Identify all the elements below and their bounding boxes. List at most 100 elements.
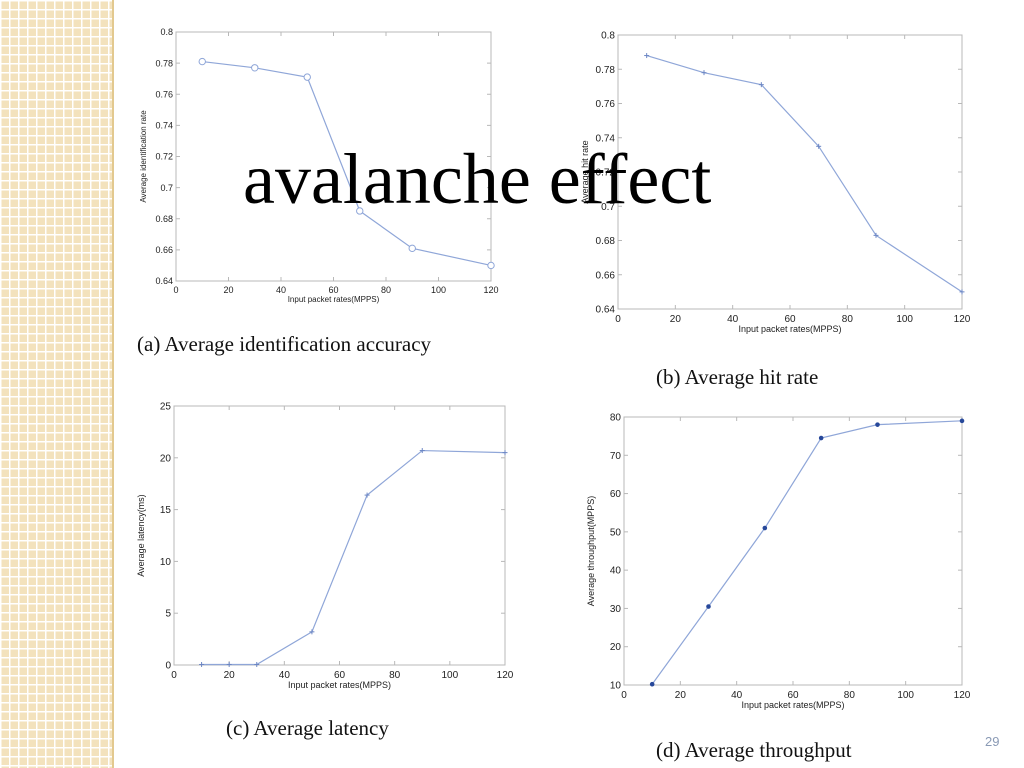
y-tick-label: 50 <box>610 527 622 538</box>
chart-identification-accuracy: 0 20 40 60 80 100 120 0.64 0.66 0.68 0.7 0.72 0.74 0.… <box>139 27 499 304</box>
x-tick-label: 40 <box>731 690 743 701</box>
x-tick-label: 100 <box>897 690 914 701</box>
y-tick-label: 0.66 <box>155 245 173 255</box>
y-axis-label: Average identification rate <box>139 110 148 203</box>
chart-hit-rate: 0 20 40 60 80 100 120 0.64 0.66 0.68 0.7 0.72 0.74 0.… <box>580 31 971 335</box>
data-point <box>644 53 650 59</box>
x-tick-label: 60 <box>787 690 799 701</box>
y-tick-label: 0.7 <box>160 183 173 193</box>
series-line <box>202 60 492 267</box>
caption-hit-rate: (b) Average hit rate <box>656 365 819 389</box>
y-tick-label: 0.8 <box>160 27 173 37</box>
data-point <box>487 261 495 270</box>
data-point <box>758 82 764 88</box>
y-tick-label: 10 <box>160 557 172 568</box>
data-point <box>251 64 259 72</box>
y-tick-label: 0.66 <box>596 270 616 281</box>
y-tick-label: 0.78 <box>596 65 616 76</box>
data-point <box>309 629 315 635</box>
y-tick-label: 0.76 <box>155 89 173 99</box>
x-tick-label: 40 <box>276 285 286 295</box>
data-point <box>408 244 416 253</box>
y-tick-label: 15 <box>160 505 172 516</box>
data-point <box>226 661 232 667</box>
x-tick-label: 120 <box>954 314 971 325</box>
x-tick-label: 60 <box>784 314 796 325</box>
y-tick-label: 0.7 <box>601 202 615 213</box>
y-tick-label: 5 <box>165 609 171 620</box>
x-tick-label: 0 <box>171 670 177 681</box>
y-tick-label: 20 <box>610 642 622 653</box>
side-strip-border <box>112 0 114 768</box>
y-tick-label: 20 <box>160 453 172 464</box>
data-point <box>303 73 311 81</box>
data-point <box>818 435 824 441</box>
x-tick-label: 20 <box>223 285 233 295</box>
data-point <box>198 57 206 66</box>
y-tick-label: 0.78 <box>155 58 173 68</box>
chart-latency: 0 20 40 60 80 100 120 0 5 10 15 20 25 Input packet ra… <box>136 402 514 691</box>
y-tick-label: 0.68 <box>596 236 616 247</box>
series-line <box>651 420 963 685</box>
data-point <box>701 70 707 76</box>
y-tick-label: 30 <box>610 604 622 615</box>
x-tick-label: 20 <box>675 690 687 701</box>
y-tick-label: 0.72 <box>155 152 173 162</box>
x-tick-label: 120 <box>954 690 971 701</box>
data-point <box>356 207 364 215</box>
caption-throughput: (d) Average throughput <box>656 738 852 762</box>
y-tick-label: 0.64 <box>155 276 173 286</box>
data-point <box>816 143 822 149</box>
x-tick-label: 120 <box>483 285 498 295</box>
x-tick-label: 20 <box>224 670 236 681</box>
data-point <box>762 525 768 531</box>
data-point <box>419 448 425 454</box>
x-tick-label: 100 <box>441 670 458 681</box>
y-axis-label: Average throughput(MPPS) <box>586 496 596 606</box>
x-axis-label: Input packet rates(MPPS) <box>738 324 841 334</box>
x-tick-label: 100 <box>896 314 913 325</box>
data-point <box>254 661 260 667</box>
slide-title: avalanche effect <box>243 139 712 219</box>
plot-frame <box>623 416 963 686</box>
y-axis-label: Average hit rate <box>580 140 590 203</box>
y-tick-label: 80 <box>610 413 622 424</box>
y-tick-label: 70 <box>610 451 622 462</box>
data-point <box>199 661 205 667</box>
y-tick-label: 0.74 <box>596 133 616 144</box>
x-tick-label: 0 <box>173 285 178 295</box>
y-tick-label: 0 <box>165 661 171 672</box>
y-tick-label: 0.64 <box>596 305 616 316</box>
y-tick-label: 60 <box>610 489 622 500</box>
decorative-side-strip <box>0 0 112 768</box>
y-tick-label: 10 <box>610 681 622 692</box>
x-tick-label: 80 <box>842 314 854 325</box>
y-axis-label: Average latency(ms) <box>136 494 146 576</box>
data-point <box>959 418 965 424</box>
y-tick-label: 0.8 <box>601 31 615 42</box>
x-tick-label: 80 <box>389 670 401 681</box>
y-tick-label: 40 <box>610 566 622 577</box>
y-tick-label: 0.68 <box>155 214 173 224</box>
data-point <box>649 681 655 687</box>
x-tick-label: 0 <box>615 314 621 325</box>
x-tick-label: 40 <box>279 670 291 681</box>
x-tick-label: 100 <box>431 285 446 295</box>
y-tick-label: 0.76 <box>596 99 616 110</box>
x-tick-label: 60 <box>334 670 346 681</box>
y-tick-label: 0.74 <box>155 121 173 131</box>
x-tick-label: 0 <box>621 690 627 701</box>
page-number: 29 <box>985 734 1000 749</box>
x-axis-label: Input packet rates(MPPS) <box>288 680 391 690</box>
x-tick-label: 60 <box>328 285 338 295</box>
data-point <box>502 450 508 456</box>
x-tick-label: 40 <box>727 314 739 325</box>
data-point <box>959 289 965 295</box>
data-point <box>873 232 879 238</box>
plot-frame <box>173 405 506 666</box>
data-point <box>875 422 880 427</box>
y-tick-label: 25 <box>160 402 172 413</box>
caption-latency: (c) Average latency <box>226 716 389 740</box>
x-tick-label: 120 <box>497 670 514 681</box>
